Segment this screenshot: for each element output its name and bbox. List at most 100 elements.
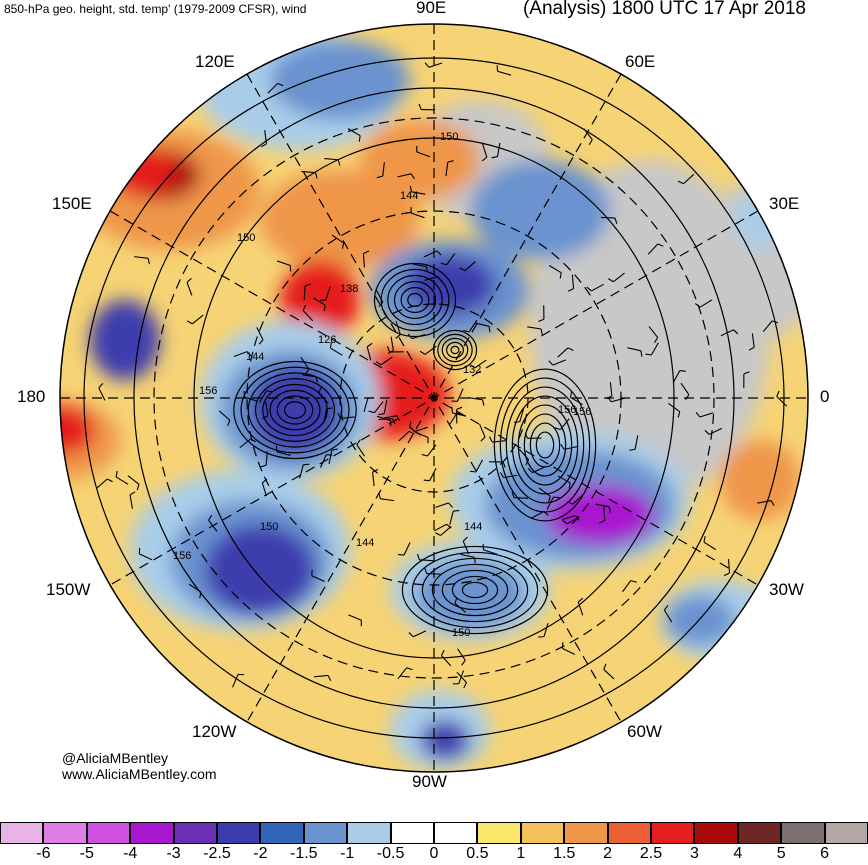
wind-barb-flag: [327, 675, 332, 682]
wind-barb-flag: [136, 484, 140, 491]
wind-barb-flag: [524, 432, 529, 439]
wind-barb: [403, 542, 411, 556]
wind-barb: [583, 128, 593, 140]
wind-barb-flag: [469, 470, 476, 473]
wind-barb-flag: [588, 139, 593, 146]
wind-barb: [474, 359, 487, 369]
wind-barb-flag: [629, 448, 636, 451]
wind-barb: [330, 347, 343, 356]
wind-barb: [440, 525, 452, 536]
wind-barb-flag: [463, 682, 467, 689]
wind-barb-flag: [318, 387, 322, 394]
wind-barb: [456, 388, 464, 402]
wind-barb-flag: [356, 439, 361, 445]
height-contour: [269, 389, 321, 431]
height-contour: [400, 286, 430, 314]
colorbar-swatch: [43, 822, 87, 844]
wind-barb-flag: [199, 592, 202, 599]
wind-barb: [261, 482, 267, 497]
wind-barb: [319, 454, 327, 468]
wind-barb: [672, 370, 681, 384]
anomaly-colorbar: [0, 822, 868, 844]
wind-barb-flag: [436, 250, 442, 256]
wind-barb: [382, 415, 397, 419]
wind-barb-flag: [358, 135, 361, 142]
wind-barb: [727, 558, 731, 574]
wind-barb: [191, 314, 204, 325]
credit-handle: @AliciaMBentley: [62, 750, 169, 766]
wind-barb: [468, 319, 478, 333]
height-contour: [523, 413, 567, 477]
wind-barb: [456, 671, 467, 683]
wind-barb: [591, 283, 604, 292]
wind-barb: [373, 401, 384, 414]
colorbar-tick: 6: [820, 845, 830, 862]
wind-barb: [479, 423, 486, 438]
wind-barb-flag: [440, 649, 445, 656]
wind-barb-flag: [525, 459, 530, 466]
wind-barb-flag: [488, 326, 491, 333]
wind-barb: [340, 416, 355, 419]
wind-barb: [313, 297, 326, 306]
wind-barb: [434, 523, 447, 532]
wind-barb: [564, 445, 578, 450]
colorbar-swatch: [217, 822, 261, 844]
wind-barb: [303, 285, 306, 301]
wind-barb: [776, 396, 788, 407]
contour-label: 150: [237, 232, 255, 244]
wind-barb-flag: [303, 463, 310, 466]
wind-barb: [256, 327, 264, 341]
wind-barb: [543, 623, 549, 637]
wind-barb-flag: [421, 453, 428, 457]
wind-barb: [372, 472, 375, 487]
wind-barb-flag: [654, 337, 659, 343]
wind-barb-flag: [246, 351, 252, 357]
wind-barb: [380, 356, 393, 366]
wind-barb-flag: [511, 491, 515, 498]
colorbar-swatch: [347, 822, 391, 844]
wind-barb-flag: [614, 217, 618, 224]
wind-barb-flag: [499, 472, 504, 478]
wind-barb-flag: [98, 383, 104, 389]
height-contour: [461, 581, 489, 599]
contour-label: 144: [464, 521, 482, 533]
contour-label: 144: [246, 351, 264, 363]
wind-barb: [302, 374, 317, 378]
label-180: 180: [17, 387, 46, 406]
wind-barb: [265, 451, 268, 466]
wind-barb-flag: [440, 262, 447, 266]
anomaly-blob: [545, 485, 655, 545]
wind-barb-flag: [548, 496, 551, 503]
height-contour: [283, 401, 307, 419]
wind-barb-flag: [395, 334, 401, 339]
wind-barb: [468, 397, 483, 401]
wind-barb: [139, 553, 153, 561]
wind-barb: [397, 667, 408, 680]
wind-barb-flag: [645, 353, 652, 356]
wind-barb-flag: [703, 536, 706, 543]
wind-barb: [546, 496, 554, 510]
wind-barb-flag: [368, 410, 375, 414]
wind-barb: [483, 549, 497, 555]
height-contour: [247, 372, 343, 448]
wind-barb-flag: [586, 286, 592, 292]
anomaly-blob: [665, 595, 735, 645]
anomaly-blob: [420, 720, 470, 760]
wind-barb: [115, 476, 129, 485]
anomaly-blob: [415, 560, 525, 630]
wind-barb: [233, 351, 248, 358]
wind-barb-flag: [363, 250, 370, 255]
colorbar-tick: 2: [603, 845, 613, 862]
wind-barb: [424, 276, 439, 281]
wind-barb-flag: [469, 364, 476, 369]
credit-site: www.AliciaMBentley.com: [62, 766, 217, 782]
wind-barb-flag: [685, 394, 690, 401]
wind-barb: [532, 466, 546, 474]
wind-barb-flag: [448, 502, 453, 508]
wind-barb-flag: [446, 523, 452, 529]
wind-barb-flag: [227, 420, 231, 427]
label-150e: 150E: [52, 194, 92, 213]
colorbar-swatch: [824, 822, 868, 844]
wind-barb-flag: [437, 276, 443, 282]
wind-barb-flag: [315, 376, 318, 383]
